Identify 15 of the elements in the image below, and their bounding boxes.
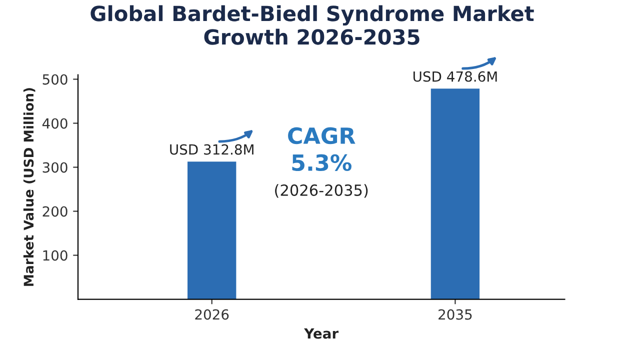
data-label: USD 478.6M [413,71,497,82]
annotation: (2026-2035) [275,184,368,198]
x-axis-title: Year [304,328,339,339]
annotation: 5.3% [292,154,352,172]
y-axis-title: Market Value (USD Million) [23,88,36,286]
x-tick-label: 2035 [438,309,472,320]
data-label: USD 312.8M [170,144,254,155]
chart-title: Global Bardet-Biedl Syndrome Market Growth 2026-2035 [90,5,534,45]
annotation: CAGR [288,127,356,144]
y-tick-label: 200 [42,206,68,217]
x-tick-label: 2026 [195,309,229,320]
y-tick-label: 500 [42,74,68,85]
y-tick-label: 400 [42,118,68,129]
y-tick-label: 100 [43,250,68,261]
y-tick-label: 300 [42,162,68,173]
